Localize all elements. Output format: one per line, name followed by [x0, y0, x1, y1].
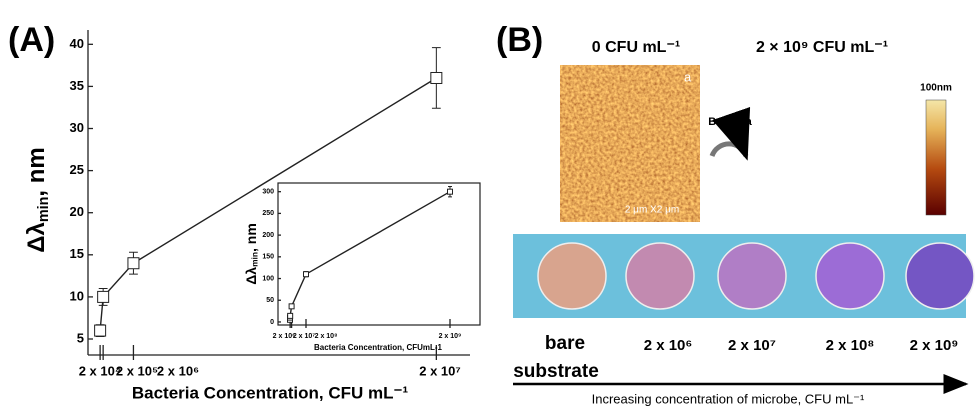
y-axis-label: Δλmin, nm	[23, 147, 51, 253]
y-label-part: , nm	[23, 147, 50, 196]
figure: (A) (B) 0 CFU mL⁻¹ 2 × 10⁹ CFU mL⁻¹ a b …	[0, 0, 976, 409]
colorbar	[926, 100, 946, 215]
x-tick-label: 2 x 10⁸	[315, 333, 338, 340]
image-tag: b	[894, 69, 901, 84]
x-axis-label: Bacteria Concentration, CFU mL⁻¹	[132, 383, 409, 402]
sample-disc	[626, 243, 694, 309]
y-axis-label: Δλmin, nm	[243, 223, 260, 285]
y-tick-label: 35	[70, 78, 84, 93]
condition-label: 2 × 10⁹ CFU mL⁻¹	[756, 39, 888, 56]
y-tick-label: 50	[266, 297, 274, 304]
marker	[289, 304, 294, 309]
sample-label: 2 x 10⁷	[728, 337, 776, 354]
y-tick-label: 10	[70, 288, 84, 303]
marker	[95, 325, 106, 336]
x-tick-label: 2 x 10⁶	[157, 363, 199, 378]
marker	[98, 291, 109, 302]
y-tick-label: 0	[270, 319, 274, 326]
y-label-part: Δλ	[23, 222, 50, 253]
x-axis-label: Bacteria Concentration, CFUmL-1	[314, 343, 443, 352]
panel-label: (B)	[496, 21, 543, 59]
sample-disc	[816, 243, 884, 309]
panel-label: (A)	[8, 21, 55, 59]
sample-disc	[906, 243, 974, 309]
sample-label: 2 x 10⁸	[826, 337, 875, 354]
x-tick-label: 2 x 10⁷	[419, 363, 461, 378]
y-tick-label: 100	[262, 275, 274, 282]
axis-caption: Increasing concentration of microbe, CFU…	[592, 391, 865, 406]
arrow-label: Bacteria	[708, 116, 752, 128]
marker	[128, 258, 139, 269]
y-tick-label: 40	[70, 36, 84, 51]
y-label-part: min	[250, 252, 260, 267]
sample-label: 2 x 10⁹	[910, 337, 959, 354]
sample-label: bare	[545, 333, 585, 354]
colorbar-label: 100nm	[920, 83, 952, 94]
y-tick-label: 250	[262, 210, 274, 217]
y-tick-label: 25	[70, 162, 84, 177]
y-tick-label: 30	[70, 120, 84, 135]
marker	[448, 189, 453, 194]
y-tick-label: 20	[70, 204, 84, 219]
y-tick-label: 200	[262, 232, 274, 239]
y-label-part: min	[36, 197, 52, 223]
sample-label: 2 x 10⁶	[644, 337, 693, 354]
y-label-part: Δλ	[243, 267, 259, 285]
sample-disc	[538, 243, 606, 309]
marker	[304, 272, 309, 277]
condition-label: 0 CFU mL⁻¹	[592, 39, 680, 56]
arrow	[712, 144, 746, 156]
x-tick-label: 2 x 10⁹	[439, 333, 462, 340]
sample-disc	[718, 243, 786, 309]
y-tick-label: 300	[262, 189, 274, 196]
y-label-part: , nm	[243, 223, 259, 252]
scale-label: 4 μm X4 μm	[837, 205, 891, 216]
plot-frame	[278, 183, 480, 325]
marker	[288, 313, 293, 318]
x-tick-label: 2 x 10⁷	[293, 333, 315, 340]
afm-image	[760, 65, 910, 222]
afm-image	[560, 65, 700, 222]
y-tick-label: 5	[77, 330, 84, 345]
scale-label: 2 μm X2 μm	[625, 205, 679, 216]
y-tick-label: 15	[70, 246, 84, 261]
y-tick-label: 150	[262, 254, 274, 261]
x-tick-label: 2 x 10⁵	[116, 363, 158, 378]
sample-label: substrate	[513, 361, 599, 382]
marker	[431, 72, 442, 83]
image-tag: a	[684, 69, 692, 84]
